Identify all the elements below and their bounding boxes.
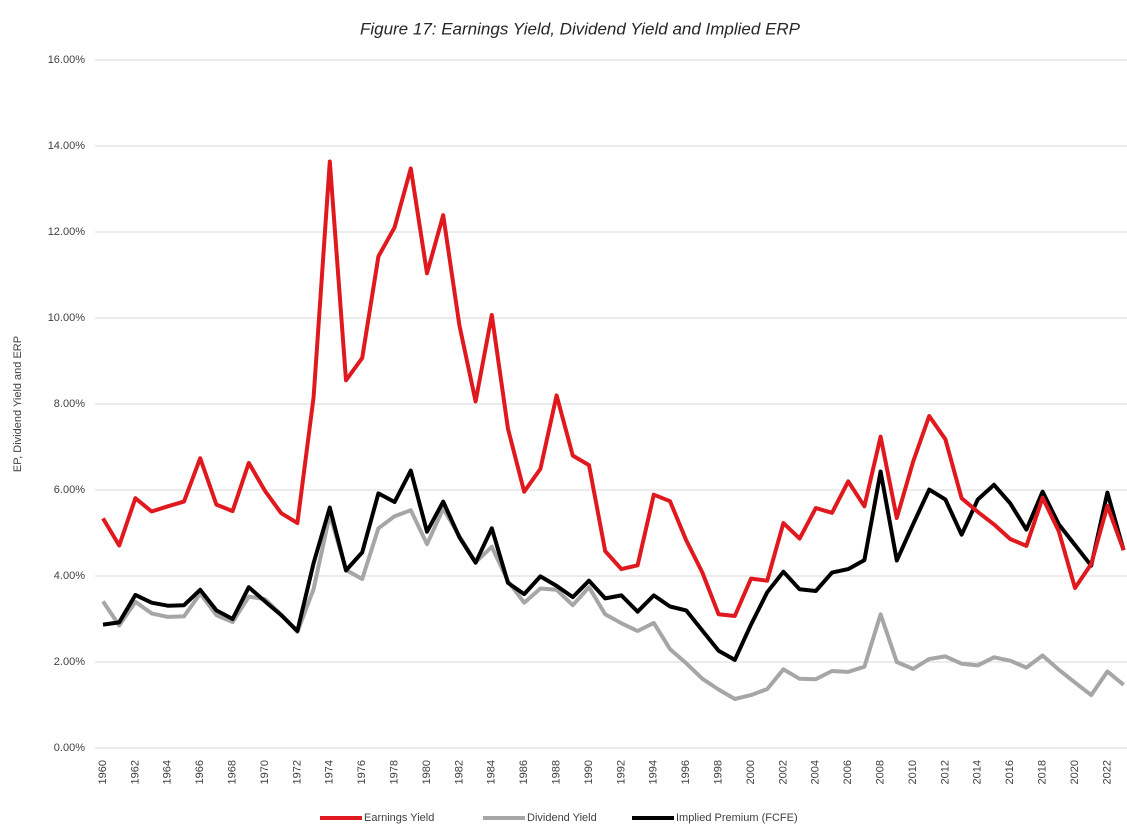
x-tick-label: 1962 xyxy=(129,760,141,784)
legend-label: Earnings Yield xyxy=(364,812,434,824)
y-tick-label: 0.00% xyxy=(54,742,85,754)
y-tick-label: 8.00% xyxy=(54,398,85,410)
x-tick-label: 2022 xyxy=(1101,760,1113,784)
x-tick-label: 1992 xyxy=(615,760,627,784)
grid: 0.00% 2.00% 4.00% 6.00% 8.00% 10.00% 12.00% 14.… xyxy=(48,54,1127,784)
x-tick-label: 1998 xyxy=(713,760,725,784)
legend: Earnings Yield Dividend Yield Implied Prem… xyxy=(320,812,798,824)
legend-label: Implied Premium (FCFE) xyxy=(676,812,798,824)
series-line xyxy=(102,468,1126,662)
x-tick-label: 1974 xyxy=(324,760,336,784)
x-tick-label: 1970 xyxy=(259,760,271,784)
y-tick-label: 14.00% xyxy=(48,140,86,152)
y-tick-label: 4.00% xyxy=(54,570,85,582)
y-tick-label: 12.00% xyxy=(48,226,86,238)
x-tick-label: 2008 xyxy=(875,760,887,784)
lines xyxy=(101,159,1126,701)
y-tick-label: 2.00% xyxy=(54,656,85,668)
x-tick-label: 1972 xyxy=(291,760,303,784)
x-tick-label: 2010 xyxy=(907,760,919,784)
x-tick-label: 1996 xyxy=(680,760,692,784)
x-tick-label: 1990 xyxy=(583,760,595,784)
y-tick-label: 6.00% xyxy=(54,484,85,496)
x-tick-label: 1986 xyxy=(518,760,530,784)
y-tick-label: 10.00% xyxy=(48,312,86,324)
x-tick-label: 2020 xyxy=(1069,760,1081,784)
x-tick-label: 1978 xyxy=(389,760,401,784)
x-tick-label: 2006 xyxy=(842,760,854,784)
series-line xyxy=(101,159,1126,618)
x-tick-label: 1984 xyxy=(486,760,498,784)
x-tick-label: 2000 xyxy=(745,760,757,784)
x-tick-label: 1994 xyxy=(648,760,660,784)
x-tick-label: 2016 xyxy=(1004,760,1016,784)
x-tick-label: 1988 xyxy=(551,760,563,784)
x-tick-label: 2014 xyxy=(972,760,984,784)
x-tick-label: 1964 xyxy=(162,760,174,784)
x-tick-label: 1980 xyxy=(421,760,433,784)
x-tick-label: 2004 xyxy=(810,760,822,784)
x-tick-label: 1976 xyxy=(356,760,368,784)
series-line xyxy=(101,506,1125,701)
y-tick-label: 16.00% xyxy=(48,54,86,66)
x-tick-label: 1960 xyxy=(97,760,109,784)
x-tick-label: 2002 xyxy=(777,760,789,784)
x-tick-label: 2012 xyxy=(939,760,951,784)
x-tick-label: 2018 xyxy=(1037,760,1049,784)
x-tick-label: 1966 xyxy=(194,760,206,784)
x-tick-label: 1968 xyxy=(227,760,239,784)
x-tick-label: 1982 xyxy=(453,760,465,784)
chart-title: Figure 17: Earnings Yield, Dividend Yiel… xyxy=(360,19,801,38)
y-axis-label: EP, Dividend Yield and ERP xyxy=(12,336,24,472)
legend-label: Dividend Yield xyxy=(527,812,597,824)
